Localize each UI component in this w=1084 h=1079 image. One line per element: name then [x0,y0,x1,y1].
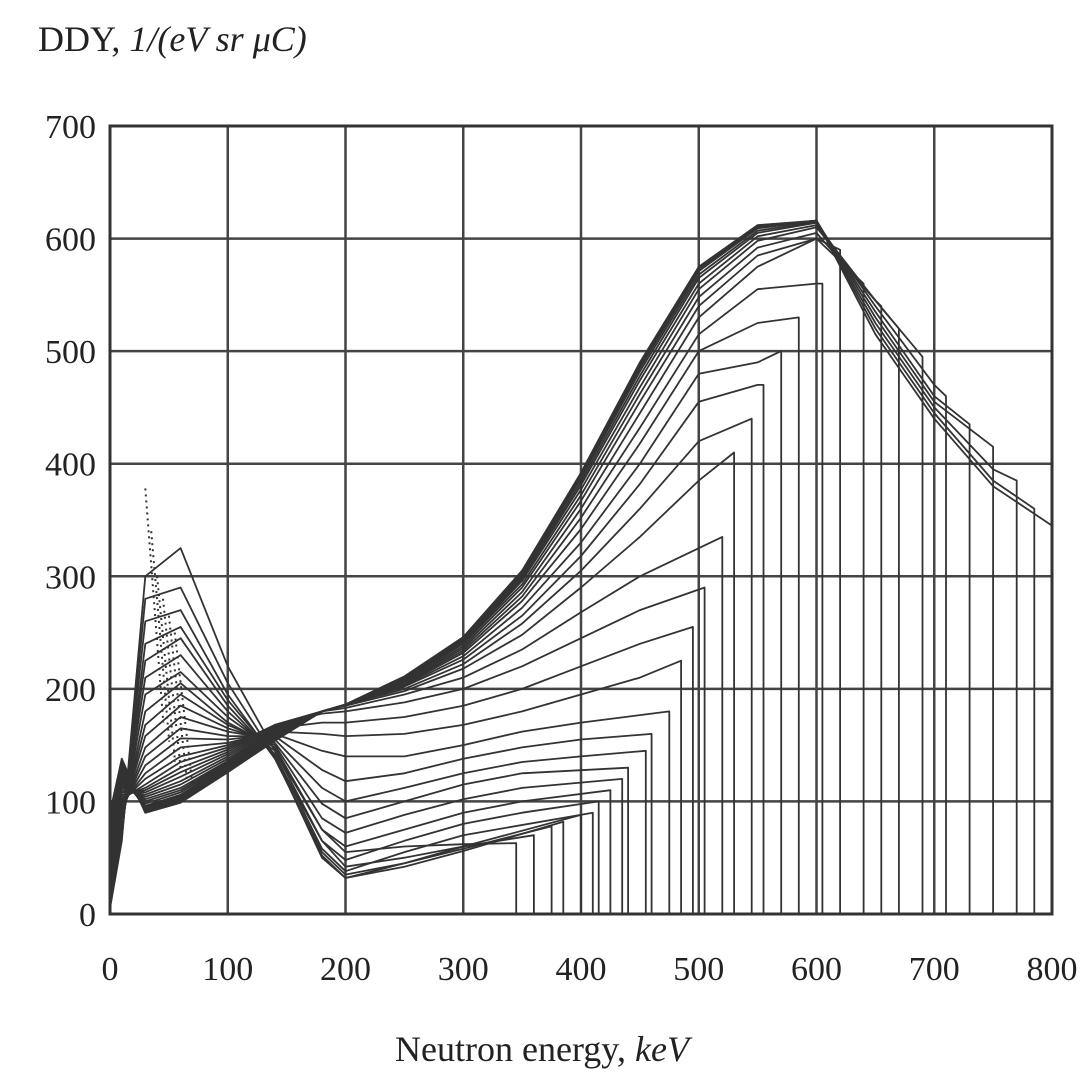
series-line-7 [109,671,600,914]
series-line-15 [109,626,694,914]
x-axis-label: Neutron energy, keV [0,1028,1084,1070]
dotted-tip-3 [156,576,177,763]
series-line-27 [109,226,900,914]
series-line-22 [109,316,800,914]
x-tick-label: 200 [320,951,371,988]
dotted-tip-4 [161,598,182,773]
y-tick-label: 300 [45,559,96,596]
series-line-2 [109,586,535,914]
series-line-17 [109,536,724,914]
series-line-16 [109,586,706,914]
series-line-4 [109,626,565,914]
series-line-34 [109,219,1053,914]
series-line-10 [109,704,629,914]
y-tick-label: 100 [45,784,96,821]
series-line-1 [109,547,518,914]
series-line-12 [109,727,653,914]
y-tick-label: 200 [45,672,96,709]
dotted-tips-layer [144,488,194,788]
y-tick-label: 0 [79,897,96,934]
series-line-8 [109,682,612,914]
x-tick-label: 300 [438,951,489,988]
x-axis-label-prefix: Neutron energy, [395,1029,635,1069]
series-line-24 [109,237,841,914]
x-tick-label: 700 [909,951,960,988]
series-line-11 [109,716,647,914]
x-tick-label: 600 [791,951,842,988]
y-axis-label-units: 1/(eV sr μC) [129,19,307,59]
series-line-13 [109,710,671,914]
series-line-19 [109,417,753,914]
series-line-5 [109,637,582,914]
series-line-23 [109,282,824,914]
x-tick-label: 0 [102,951,119,988]
x-tick-labels: 0 100 200 300 400 500 600 700 800 [102,951,1078,988]
y-tick-label: 500 [45,334,96,371]
y-tick-label: 600 [45,222,96,259]
series-line-6 [109,654,594,914]
series-line-25 [109,237,865,914]
x-axis-label-units: keV [634,1029,689,1069]
series-layer [109,219,1053,914]
y-tick-label: 400 [45,447,96,484]
dotted-tip-6 [173,632,194,788]
series-line-18 [109,451,735,914]
series-line-28 [109,224,924,914]
dotted-tip-1 [144,488,165,723]
y-tick-label: 700 [45,109,96,146]
series-line-29 [109,221,947,914]
series-line-20 [109,383,765,914]
series-line-31 [109,219,994,914]
x-tick-label: 400 [556,951,607,988]
y-axis-label: DDY, 1/(eV sr μC) [38,18,307,60]
y-tick-labels: 0 100 200 300 400 500 600 700 [45,109,96,934]
series-line-14 [109,659,682,914]
x-tick-label: 800 [1027,951,1078,988]
grid-layer [108,124,1054,916]
series-line-26 [109,231,883,914]
x-tick-label: 100 [202,951,253,988]
x-tick-label: 500 [673,951,724,988]
plot-frame [108,124,1054,916]
series-line-9 [109,693,624,914]
y-axis-label-prefix: DDY, [38,19,130,59]
series-line-21 [109,350,783,914]
